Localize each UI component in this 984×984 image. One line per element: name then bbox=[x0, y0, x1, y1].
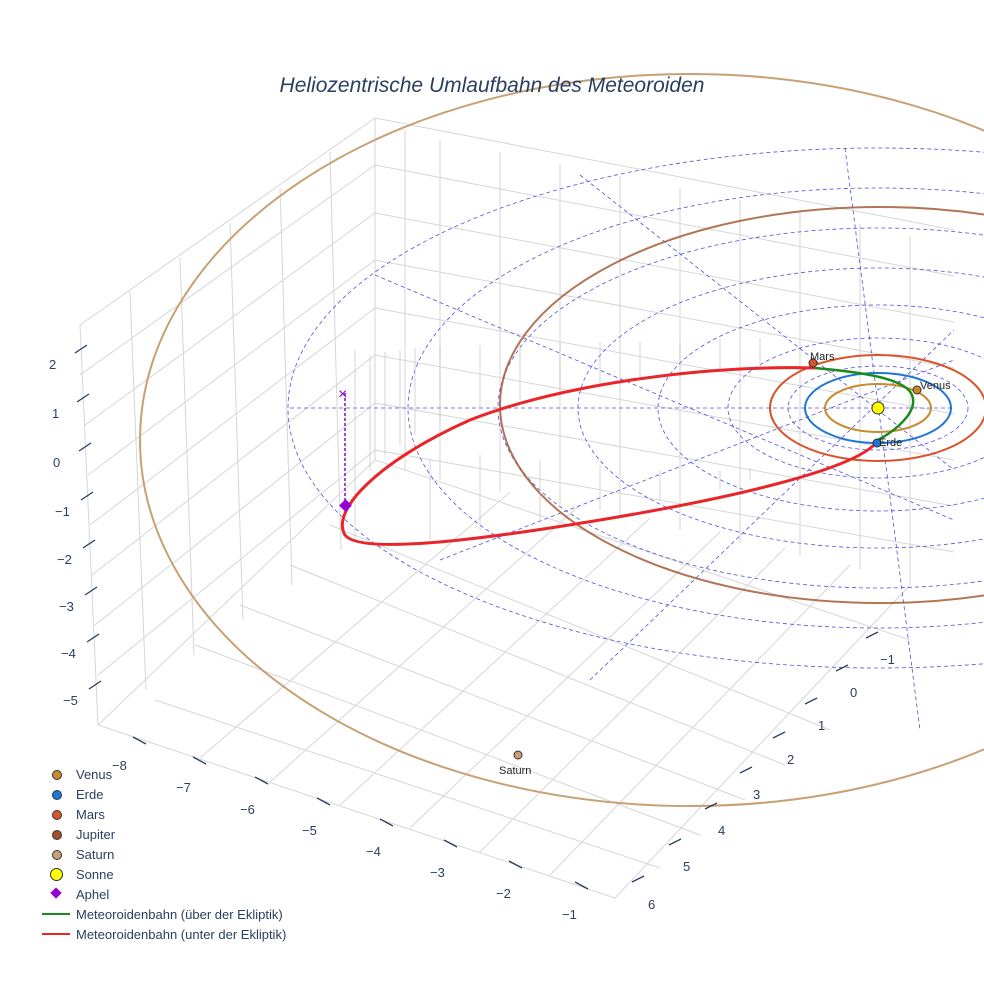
saturn-marker[interactable] bbox=[513, 750, 523, 760]
legend-item-mars[interactable]: Mars bbox=[38, 804, 286, 824]
y-tick: 2 bbox=[787, 752, 794, 767]
green-line-legend-icon bbox=[42, 913, 70, 915]
x-tick: −6 bbox=[240, 802, 255, 817]
y-tick: 4 bbox=[718, 823, 725, 838]
aphel-legend-icon bbox=[50, 887, 62, 899]
y-tick: 5 bbox=[683, 859, 690, 874]
z-tick: −4 bbox=[61, 646, 76, 661]
x-tick: −7 bbox=[176, 780, 191, 795]
saturn-orbit bbox=[139, 73, 984, 807]
legend-label: Mars bbox=[76, 806, 105, 822]
saturn-legend-icon bbox=[52, 850, 62, 860]
legend-item-jupiter[interactable]: Jupiter bbox=[38, 824, 286, 844]
x-tick: −2 bbox=[496, 886, 511, 901]
box-grid bbox=[79, 117, 955, 899]
planet-orbits bbox=[139, 73, 984, 807]
legend-item-erde[interactable]: Erde bbox=[38, 784, 286, 804]
y-tick: −1 bbox=[880, 652, 895, 667]
legend-label: Sonne bbox=[76, 866, 114, 882]
legend-label: Venus bbox=[76, 766, 113, 782]
earth-marker[interactable] bbox=[872, 438, 882, 448]
y-axis: −1 0 1 2 3 4 5 6 bbox=[631, 631, 895, 912]
y-tick: 1 bbox=[818, 718, 825, 733]
legend-label: Saturn bbox=[76, 846, 115, 862]
z-tick: 2 bbox=[49, 357, 56, 372]
mars-legend-icon bbox=[52, 810, 62, 820]
venus-marker[interactable] bbox=[912, 385, 922, 395]
x-tick: −1 bbox=[562, 907, 577, 922]
mars-marker[interactable] bbox=[808, 358, 818, 368]
venus-orbit bbox=[824, 383, 932, 433]
legend-label: Meteoroidenbahn (unter der Ekliptik) bbox=[76, 926, 287, 942]
x-axis: −8 −7 −6 −5 −4 −3 −2 −1 bbox=[112, 736, 589, 922]
legend-label: Meteoroidenbahn (über der Ekliptik) bbox=[76, 906, 283, 922]
legend-item-orbit-above[interactable]: Meteoroidenbahn (über der Ekliptik) bbox=[38, 904, 286, 924]
sun-legend-icon bbox=[50, 868, 63, 881]
legend-item-venus[interactable]: Venus bbox=[38, 764, 286, 784]
sun-marker[interactable] bbox=[871, 401, 885, 415]
drop-lines bbox=[354, 338, 761, 540]
chart-title: Heliozentrische Umlaufbahn des Meteoroid… bbox=[279, 74, 705, 97]
ecliptic-grid bbox=[287, 147, 984, 731]
venus-label: Venus bbox=[920, 380, 951, 392]
z-axis: 2 1 0 −1 −2 −3 −4 −5 bbox=[49, 344, 102, 708]
z-tick: −2 bbox=[57, 552, 72, 567]
red-line-legend-icon bbox=[42, 933, 70, 935]
jupiter-orbit bbox=[499, 206, 984, 604]
y-tick: 0 bbox=[850, 685, 857, 700]
meteoroid-orbit-below bbox=[340, 366, 880, 546]
saturn-label: Saturn bbox=[499, 765, 531, 777]
x-tick: −8 bbox=[112, 758, 127, 773]
legend-label: Aphel bbox=[76, 886, 110, 902]
y-tick: 3 bbox=[753, 787, 760, 802]
legend-item-saturn[interactable]: Saturn bbox=[38, 844, 286, 864]
meteoroid-orbit-above bbox=[814, 366, 915, 442]
x-tick: −5 bbox=[302, 823, 317, 838]
y-tick: 6 bbox=[648, 897, 655, 912]
aphel-projection-marker: × bbox=[338, 386, 347, 403]
z-tick: 1 bbox=[52, 406, 59, 421]
legend-item-sonne[interactable]: Sonne bbox=[38, 864, 286, 884]
legend-label: Jupiter bbox=[76, 826, 116, 842]
earth-label: Erde bbox=[879, 437, 902, 449]
mars-label: Mars bbox=[810, 351, 835, 363]
legend: Venus Erde Mars Jupiter Saturn Sonne Aph… bbox=[38, 764, 286, 944]
legend-item-orbit-below[interactable]: Meteoroidenbahn (unter der Ekliptik) bbox=[38, 924, 286, 944]
z-tick: −5 bbox=[63, 693, 78, 708]
mars-orbit bbox=[769, 354, 984, 462]
legend-label: Erde bbox=[76, 786, 104, 802]
jupiter-legend-icon bbox=[52, 830, 62, 840]
aphel-marker[interactable] bbox=[339, 499, 352, 512]
z-tick: −3 bbox=[59, 599, 74, 614]
x-tick: −4 bbox=[366, 844, 381, 859]
z-tick: 0 bbox=[53, 455, 60, 470]
venus-legend-icon bbox=[52, 770, 62, 780]
x-tick: −3 bbox=[430, 865, 445, 880]
legend-item-aphel[interactable]: Aphel bbox=[38, 884, 286, 904]
z-tick: −1 bbox=[55, 504, 70, 519]
earth-legend-icon bbox=[52, 790, 62, 800]
